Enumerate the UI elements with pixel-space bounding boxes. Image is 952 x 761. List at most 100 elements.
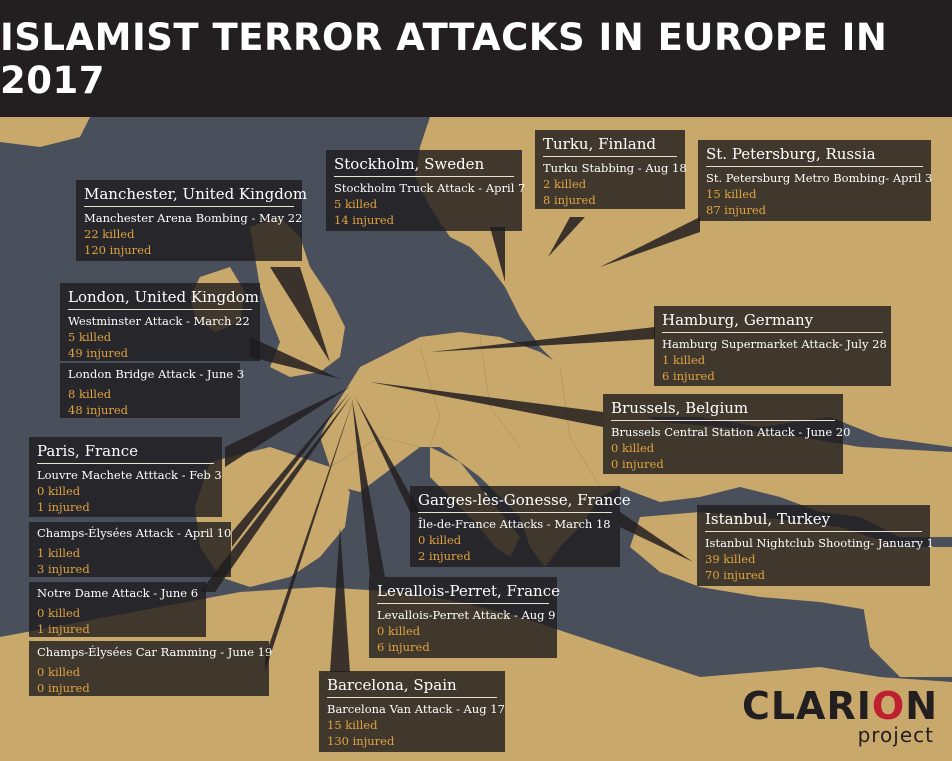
page-title: ISLAMIST TERROR ATTACKS IN EUROPE IN 201…: [0, 15, 888, 102]
attack-name: Turku Stabbing - Aug 18: [543, 161, 687, 175]
injured-count: 120 injured: [84, 243, 152, 257]
title-rule: [84, 206, 294, 207]
title-rule: [334, 176, 514, 177]
callout-istanbul: Istanbul, Turkey Istanbul Nightclub Shoo…: [697, 505, 934, 586]
killed-count: 0 killed: [37, 484, 81, 498]
injured-count: 8 injured: [543, 193, 596, 207]
killed-count: 0 killed: [611, 441, 655, 455]
logo-text-pre: CLARI: [741, 684, 872, 728]
injured-count: 14 injured: [334, 213, 395, 227]
title-rule: [418, 512, 612, 513]
location-title: Turku, Finland: [543, 135, 656, 153]
title-rule: [706, 166, 923, 167]
killed-count: 0 killed: [418, 533, 462, 547]
location-title: St. Petersburg, Russia: [706, 145, 876, 163]
location-title: Hamburg, Germany: [662, 311, 814, 329]
title-rule: [37, 463, 214, 464]
callout-levallois: Levallois-Perret, France Levallois-Perre…: [369, 577, 560, 658]
location-title: Stockholm, Sweden: [334, 155, 485, 173]
injured-count: 1 injured: [37, 622, 90, 636]
callout-garges: Garges-lès-Gonesse, France Île-de-France…: [410, 486, 631, 567]
callout-brussels: Brussels, Belgium Brussels Central Stati…: [603, 394, 850, 474]
pointer-paris-3: [200, 395, 352, 592]
killed-count: 8 killed: [68, 387, 112, 401]
attack-name: Stockholm Truck Attack - April 7: [334, 181, 526, 195]
callout-manchester: Manchester, United Kingdom Manchester Ar…: [76, 180, 308, 261]
callout-london: London, United Kingdom Westminster Attac…: [60, 283, 260, 361]
attack-name: Barcelona Van Attack - Aug 17: [327, 702, 505, 716]
pointer-stockholm: [490, 227, 505, 282]
location-title: Garges-lès-Gonesse, France: [418, 491, 631, 509]
killed-count: 5 killed: [334, 197, 378, 211]
location-title: Brussels, Belgium: [611, 399, 749, 417]
pointer-istanbul: [620, 512, 693, 562]
pointer-paris-4: [265, 397, 354, 672]
callout-stockholm: Stockholm, Sweden Stockholm Truck Attack…: [326, 150, 526, 231]
callout-turku: Turku, Finland Turku Stabbing - Aug 18 2…: [535, 130, 687, 209]
pointer-brussels: [370, 382, 603, 427]
logo-wordmark: CLARION: [742, 687, 938, 725]
title-rule: [68, 309, 252, 310]
injured-count: 3 injured: [37, 562, 90, 576]
attack-name: Notre Dame Attack - June 6: [37, 586, 199, 600]
callout-stpetersburg: St. Petersburg, Russia St. Petersburg Me…: [698, 140, 933, 221]
callout-paris-4: Champs-Élysées Car Ramming - June 19 0 k…: [29, 641, 273, 696]
location-title: Manchester, United Kingdom: [84, 185, 308, 203]
attack-name: London Bridge Attack - June 3: [68, 367, 245, 381]
callout-paris-3: Notre Dame Attack - June 6 0 killed 1 in…: [29, 582, 206, 637]
location-title: Levallois-Perret, France: [377, 582, 560, 600]
pointer-garges: [355, 397, 420, 512]
header-banner: ISLAMIST TERROR ATTACKS IN EUROPE IN 201…: [0, 0, 952, 117]
title-rule: [662, 332, 883, 333]
injured-count: 0 injured: [37, 681, 90, 695]
pointer-london: [250, 337, 340, 379]
location-title: London, United Kingdom: [68, 288, 259, 306]
attack-name: Hamburg Supermarket Attack- July 28: [662, 337, 887, 351]
attack-name: Istanbul Nightclub Shooting- January 1: [705, 536, 934, 550]
attack-name: Westminster Attack - March 22: [68, 314, 250, 328]
logo-o: O: [871, 684, 906, 728]
killed-count: 15 killed: [706, 187, 757, 201]
killed-count: 0 killed: [37, 606, 81, 620]
title-rule: [705, 531, 922, 532]
attack-name: Champs-Élysées Car Ramming - June 19: [37, 645, 273, 659]
injured-count: 6 injured: [662, 369, 715, 383]
title-rule: [377, 603, 549, 604]
injured-count: 49 injured: [68, 346, 129, 360]
title-rule: [543, 156, 677, 157]
killed-count: 39 killed: [705, 552, 756, 566]
location-title: Istanbul, Turkey: [705, 510, 831, 528]
callout-paris-2: Champs-Élysées Attack - April 10 1 kille…: [29, 522, 231, 577]
attack-name: Louvre Machete Atttack - Feb 3: [37, 468, 222, 482]
killed-count: 0 killed: [377, 624, 421, 638]
title-rule: [611, 420, 835, 421]
callout-barcelona: Barcelona, Spain Barcelona Van Attack - …: [319, 671, 505, 752]
injured-count: 70 injured: [705, 568, 766, 582]
injured-count: 48 injured: [68, 403, 129, 417]
killed-count: 2 killed: [543, 177, 587, 191]
attack-name: Manchester Arena Bombing - May 22: [84, 211, 303, 225]
callout-paris: Paris, France Louvre Machete Atttack - F…: [29, 437, 222, 517]
logo-subtitle: project: [857, 723, 934, 747]
killed-count: 15 killed: [327, 718, 378, 732]
injured-count: 130 injured: [327, 734, 395, 748]
injured-count: 0 injured: [611, 457, 664, 471]
pointer-paris-2: [232, 392, 350, 547]
pointer-turku: [548, 217, 585, 257]
pointer-paris-1: [225, 387, 350, 467]
injured-count: 2 injured: [418, 549, 471, 563]
location-title: Paris, France: [37, 442, 139, 460]
injured-count: 1 injured: [37, 500, 90, 514]
pointer-barcelona: [330, 527, 350, 672]
injured-count: 87 injured: [706, 203, 767, 217]
logo-text-post: N: [905, 684, 938, 728]
attack-name: St. Petersburg Metro Bombing- April 3: [706, 171, 933, 185]
killed-count: 5 killed: [68, 330, 112, 344]
attack-name: Levallois-Perret Attack - Aug 9: [377, 608, 556, 622]
pointer-levallois: [352, 399, 385, 577]
callout-london-2: London Bridge Attack - June 3 8 killed 4…: [60, 363, 245, 418]
killed-count: 1 killed: [37, 546, 81, 560]
killed-count: 22 killed: [84, 227, 135, 241]
pointer-manchester: [270, 267, 330, 362]
callout-pointers: [200, 217, 700, 672]
